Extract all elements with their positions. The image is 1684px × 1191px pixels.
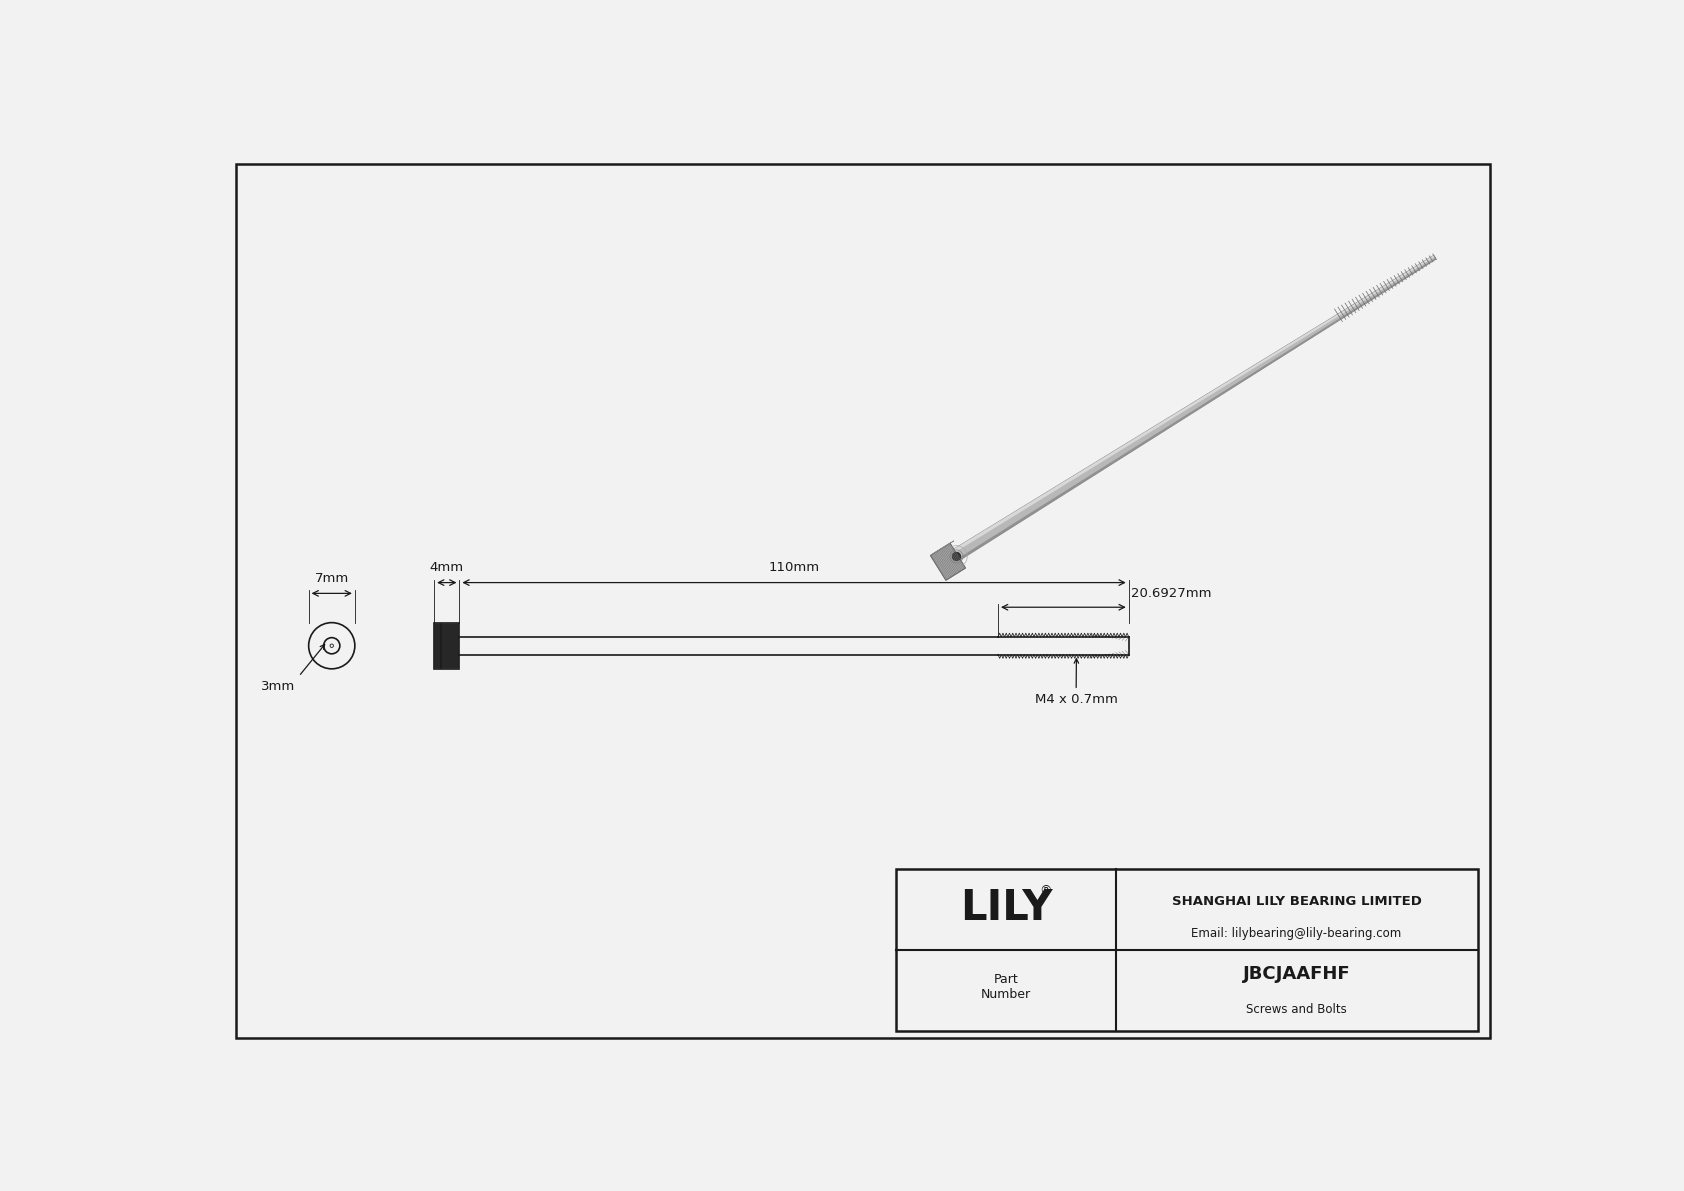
Text: 7mm: 7mm (315, 572, 349, 585)
Text: 3mm: 3mm (261, 680, 295, 693)
Polygon shape (953, 255, 1435, 553)
Text: M4 x 0.7mm: M4 x 0.7mm (1034, 659, 1118, 706)
Bar (434, 623, 460, 669)
Polygon shape (931, 541, 953, 555)
Text: LILY: LILY (960, 887, 1052, 929)
Text: Email: lilybearing@lily-bearing.com: Email: lilybearing@lily-bearing.com (1192, 928, 1401, 940)
Text: ®: ® (1039, 884, 1052, 897)
Text: 110mm: 110mm (768, 561, 820, 574)
Circle shape (951, 553, 960, 561)
Text: Part
Number: Part Number (980, 973, 1031, 1002)
Text: Screws and Bolts: Screws and Bolts (1246, 1003, 1347, 1016)
Polygon shape (960, 258, 1436, 560)
Polygon shape (931, 543, 965, 580)
Text: JBCJAAFHF: JBCJAAFHF (1243, 965, 1351, 983)
Text: SHANGHAI LILY BEARING LIMITED: SHANGHAI LILY BEARING LIMITED (1172, 894, 1421, 908)
Polygon shape (953, 255, 1436, 560)
Text: 20.6927mm: 20.6927mm (1130, 587, 1211, 600)
Text: 4mm: 4mm (429, 561, 463, 574)
